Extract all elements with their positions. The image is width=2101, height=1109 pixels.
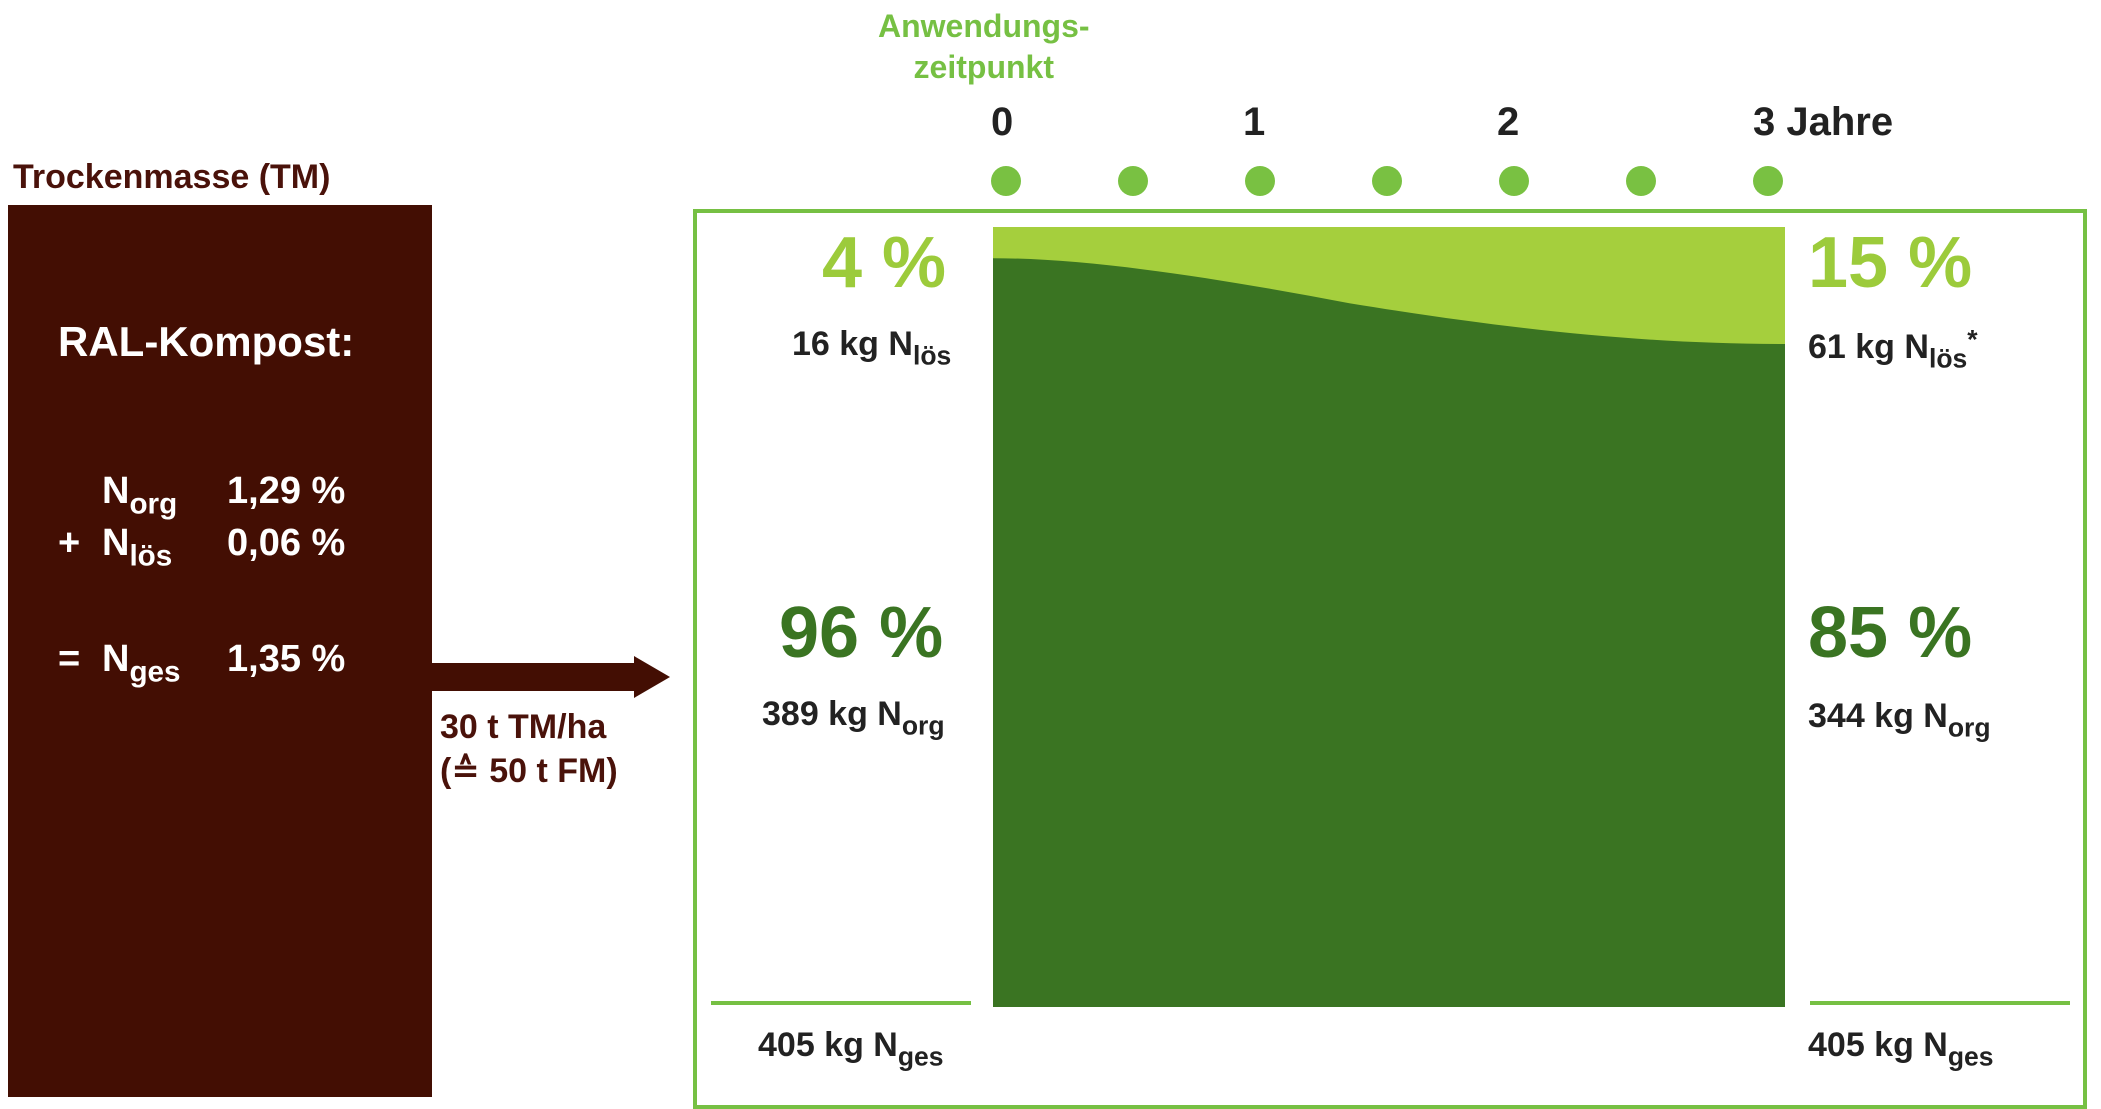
composition-row-nlos: + Nlös 0,06 % [58, 522, 346, 573]
timeline-dot [1245, 166, 1275, 196]
composition-symbol: Norg [102, 470, 178, 521]
compost-title: RAL-Kompost: [58, 318, 355, 365]
timeline-dot [1499, 166, 1529, 196]
arrow-head-icon [634, 656, 670, 698]
timeline-tick-1: 1 [1243, 100, 1266, 144]
timeline-dot [1626, 166, 1656, 196]
right-organic-percent: 85 % [1808, 593, 1973, 673]
left-organic-kg: 389 kg Norg [762, 695, 945, 741]
dry-matter-box [8, 205, 432, 1097]
application-arrow [432, 663, 637, 691]
composition-operator: = [58, 638, 81, 680]
organic-nitrogen-area [993, 258, 1785, 1007]
right-soluble-kg: 61 kg Nlös* [1808, 324, 1978, 374]
right-total-kg: 405 kg Nges [1808, 1026, 1994, 1072]
timeline-dot [1372, 166, 1402, 196]
composition-operator: + [58, 522, 81, 564]
composition-row-nges: = Nges 1,35 % [58, 638, 346, 689]
timeline-dot [1753, 166, 1783, 196]
timeline-dot [991, 166, 1021, 196]
dry-matter-label: Trockenmasse (TM) [13, 158, 331, 196]
left-total-divider [711, 1001, 971, 1005]
left-total-kg: 405 kg Nges [758, 1026, 944, 1072]
right-soluble-percent: 15 % [1808, 223, 1973, 303]
left-soluble-kg: 16 kg Nlös [792, 325, 952, 371]
left-organic-percent: 96 % [779, 593, 944, 673]
composition-row-norg: Norg 1,29 % [58, 470, 346, 521]
nitrogen-area-chart [993, 227, 1785, 1007]
composition-symbol: Nlös [102, 522, 173, 573]
timeline-tick-2: 2 [1497, 100, 1520, 144]
composition-symbol: Nges [102, 638, 181, 689]
left-soluble-percent: 4 % [822, 223, 947, 303]
right-organic-kg: 344 kg Norg [1808, 697, 1991, 743]
timeline-tick-0: 0 [991, 100, 1014, 144]
application-time-title: Anwendungs- zeitpunkt [878, 8, 1090, 85]
right-total-divider [1810, 1001, 2070, 1005]
application-rate-label: 30 t TM/ha (≙ 50 t FM) [440, 708, 618, 790]
composition-value: 1,29 % [227, 470, 346, 512]
composition-value: 1,35 % [227, 638, 346, 680]
composition-value: 0,06 % [227, 522, 346, 564]
timeline-tick-3: 3 Jahre [1753, 100, 1894, 144]
timeline-dot [1118, 166, 1148, 196]
